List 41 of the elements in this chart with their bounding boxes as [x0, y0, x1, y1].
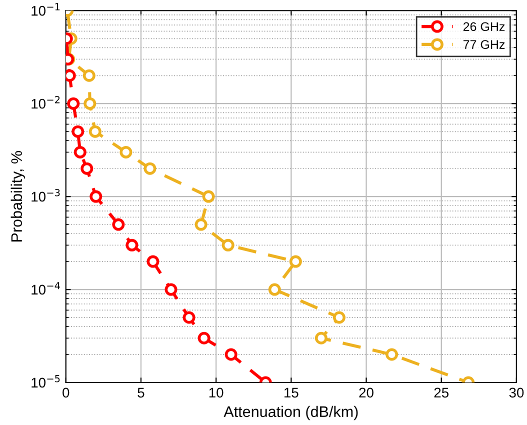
point: [120, 146, 132, 158]
point: [72, 125, 84, 138]
point: [386, 348, 398, 361]
point: [67, 97, 80, 110]
x-tick-label: 5: [138, 388, 144, 398]
x-tick-label: 30: [509, 388, 524, 398]
point: [198, 332, 210, 344]
point: [144, 162, 156, 175]
x-axis-title: Attenuation (dB/km): [224, 406, 358, 420]
y-tick-label: 10$^{−4}$: [32, 282, 60, 295]
y-tick-label: 10$^{−5}$: [32, 375, 60, 388]
x-tick-label: 15: [284, 388, 298, 398]
x-tick-label: 20: [359, 388, 374, 398]
point: [80, 162, 94, 175]
point: [112, 218, 125, 231]
legend-label: 77 GHz: [463, 40, 505, 49]
x-tick-label: 25: [434, 388, 449, 398]
x-tick-label: 0: [62, 388, 70, 398]
point: [74, 146, 86, 158]
point: [194, 218, 208, 231]
point: [202, 190, 215, 203]
point: [222, 238, 234, 252]
y-tick-label: 10$^{−1}$: [32, 3, 60, 16]
point: [332, 311, 346, 324]
y-axis-title: Probability, %: [10, 150, 26, 242]
point: [289, 255, 302, 268]
legend-label: 26 GHz: [463, 22, 505, 32]
point: [146, 255, 160, 268]
point: [126, 238, 138, 252]
y-tick-label: 10$^{−3}$: [32, 188, 60, 202]
point: [314, 332, 328, 344]
point: [268, 283, 281, 296]
x-tick-label: 10: [209, 388, 224, 398]
point: [84, 97, 96, 110]
point: [224, 348, 238, 361]
point: [82, 69, 96, 82]
point: [182, 311, 196, 324]
point: [164, 283, 178, 296]
y-tick-label: 10$^{−2}$: [32, 96, 60, 109]
point: [90, 190, 102, 203]
point: [88, 125, 102, 138]
